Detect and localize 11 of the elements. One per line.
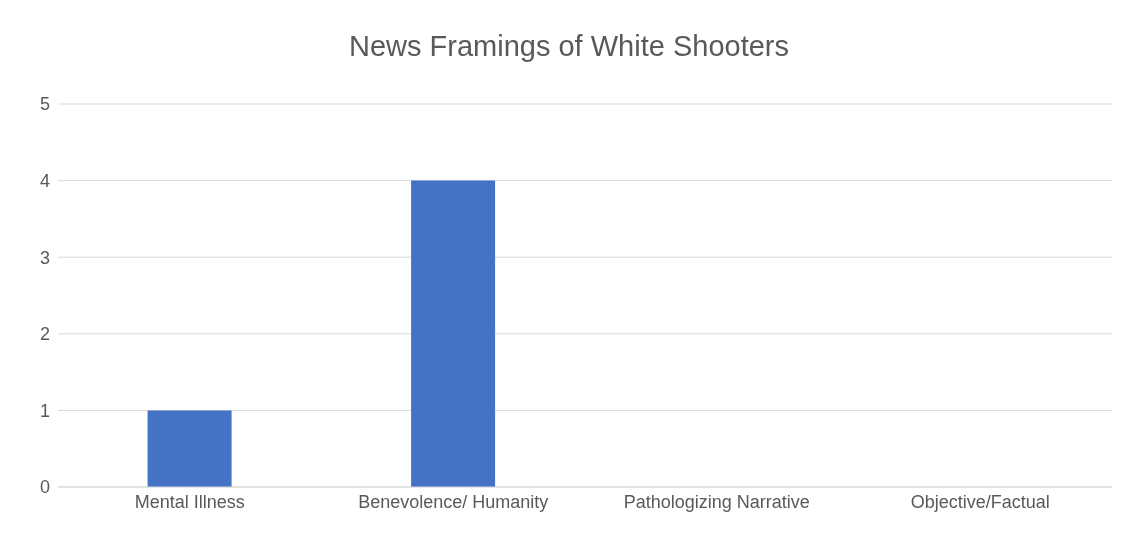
- chart-title: News Framings of White Shooters: [348, 30, 790, 63]
- y-tick-label: 3: [39, 247, 50, 268]
- x-tick-label: Pathologizing Narrative: [623, 491, 810, 512]
- x-tick-label: Mental Illness: [134, 491, 245, 512]
- y-tick-label: 4: [39, 170, 50, 191]
- y-tick-label: 1: [39, 400, 50, 421]
- y-tick-label: 5: [39, 94, 50, 115]
- x-tick-label: Benevolence/ Humanity: [358, 491, 549, 512]
- x-tick-label: Objective/Factual: [910, 491, 1050, 512]
- y-tick-label: 0: [39, 477, 50, 498]
- y-tick-label: 2: [39, 324, 50, 345]
